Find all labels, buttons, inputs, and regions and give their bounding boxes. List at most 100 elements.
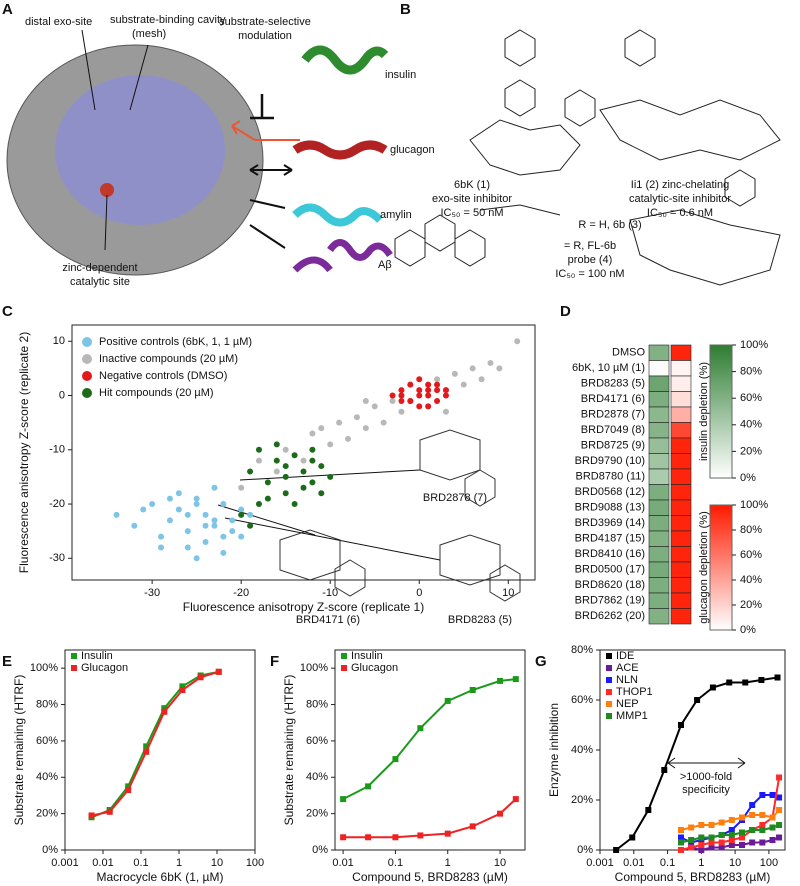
colorbar-label: 20% [740,445,762,457]
data-point [202,539,209,546]
legend-marker [606,701,612,707]
x-tick-label: -10 [322,587,338,599]
legend-label: IDE [616,650,634,662]
heat-cell [648,468,670,485]
compound-label: Ii1 (2) zinc-chelating [631,179,729,191]
y-tick-label: 40% [306,771,328,783]
x-tick-label: 0.1 [133,857,148,869]
row-label: BRD8283 (5) [581,378,645,390]
heat-cell [648,344,670,361]
data-point [215,668,222,675]
y-axis-title: Substrate remaining (HTRF) [12,675,26,826]
x-axis-title: Compound 5, BRD8283 (µM) [352,870,508,884]
data-point [175,506,182,513]
legend-marker [82,337,92,347]
annotation: glucagon [390,144,435,156]
data-point [309,430,316,437]
heat-cell [648,360,670,377]
data-point [417,725,424,732]
data-point [769,792,776,798]
data-point [728,817,735,823]
compound-label: IC₅₀ = 50 nM [440,207,503,219]
data-point [362,397,369,404]
data-point [318,463,325,470]
structure-label: BRD8283 (5) [448,614,512,626]
legend-marker [71,665,77,671]
data-point [389,392,396,399]
series-line [91,670,220,817]
panel-label: A [2,1,13,18]
y-tick-label: 20% [36,808,58,820]
data-point [247,468,254,475]
structure-label: BRD2878 (7) [423,492,487,504]
data-point [184,544,191,551]
colorbar-label: 60% [740,549,762,561]
data-point [677,834,684,841]
data-point [496,365,503,372]
data-point [709,684,716,691]
annotation: insulin [385,69,416,81]
data-point [255,501,262,508]
data-point [229,528,236,535]
data-point [365,783,372,790]
annotation: catalytic site [70,276,130,288]
data-point [698,834,705,841]
data-point [282,490,289,497]
data-point [434,381,441,388]
legend-label: THOP1 [616,686,653,698]
data-point [708,822,715,828]
series-line [91,670,219,819]
heat-cell [670,608,692,625]
data-point [451,370,458,377]
x-tick-label: 0.001 [51,857,79,869]
row-label: BRD8780 (11) [576,471,646,483]
colorbar-title: insulin depletion (%) [698,362,710,461]
data-point [728,842,735,848]
colorbar-title: glucagon depletion (%) [698,511,710,624]
x-tick-label: -30 [144,587,160,599]
data-point [478,376,485,383]
data-point [125,783,132,790]
plot-frame [334,649,526,851]
heat-cell [670,515,692,532]
colorbar [709,504,733,631]
data-point [309,479,316,486]
data-point [398,408,405,415]
data-point [728,827,735,833]
data-point [460,381,467,388]
heat-cell [670,453,692,470]
data-point [220,501,227,508]
y-tick-label: -10 [49,444,65,456]
annotation: substrate-binding cavity [110,14,226,26]
colorbar-label: 40% [740,419,762,431]
data-point [776,834,783,841]
colorbar-label: 100% [740,499,768,511]
data-point [434,376,441,383]
data-point [193,555,200,562]
row-label: BRD3969 (14) [575,517,645,529]
data-point [698,847,705,853]
row-label: BRD0500 (17) [575,564,645,576]
row-label: BRD4187 (15) [575,533,645,545]
data-point [442,408,449,415]
data-point [425,392,432,399]
data-point [166,517,173,524]
data-point [273,441,280,448]
heat-cell [648,577,670,594]
data-point [264,479,271,486]
data-point [718,819,725,826]
data-point [469,365,476,372]
data-point [677,839,684,846]
data-point [255,446,262,453]
compound-label: 6bK (1) [454,179,490,191]
data-point [161,708,168,715]
data-point [255,457,262,464]
data-point [273,457,280,464]
x-tick-label: 0.1 [388,857,403,869]
data-point [238,506,245,513]
data-point [776,807,783,813]
data-point [645,807,652,813]
data-point [398,387,405,394]
data-point [469,687,476,693]
y-tick-label: 100% [30,662,58,674]
